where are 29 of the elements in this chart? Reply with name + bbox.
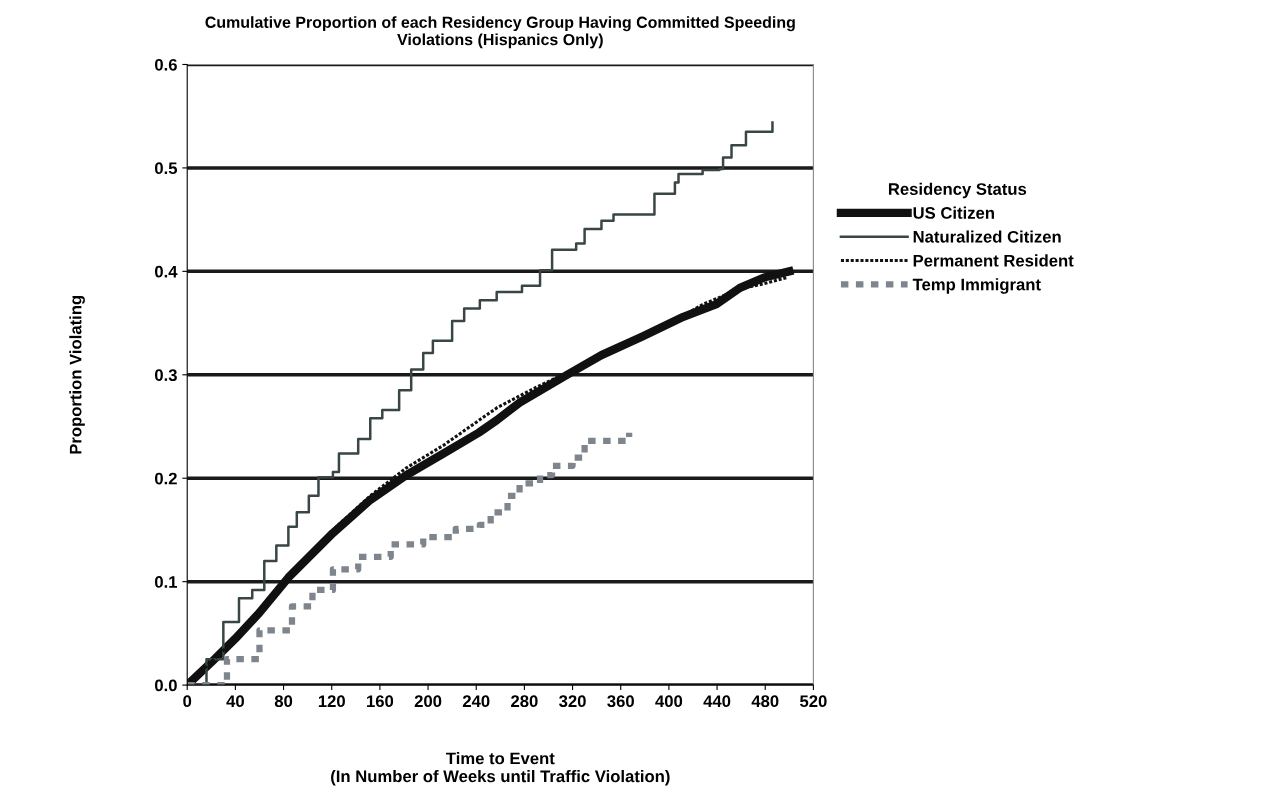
- y-tick-label: 0.4: [154, 265, 178, 278]
- x-tick-label: 400: [655, 695, 683, 708]
- x-tick-label: 360: [607, 695, 634, 708]
- x-tick-label: 280: [511, 695, 538, 708]
- x-tick-label: 40: [226, 695, 244, 708]
- y-tick-label: 0.5: [154, 162, 178, 175]
- y-tick-label: 0.1: [154, 576, 178, 588]
- x-tick-label: 200: [414, 695, 442, 708]
- x-tick-label: 80: [274, 695, 293, 708]
- legend-label: Naturalized Citizen: [913, 230, 1061, 243]
- x-tick-label: 120: [318, 695, 345, 708]
- y-tick-label: 0.6: [154, 58, 177, 71]
- x-tick-label: 520: [800, 695, 827, 708]
- x-tick-label: 0: [183, 695, 192, 708]
- legend-title: Residency Status: [888, 182, 1027, 199]
- x-tick-label: 480: [751, 695, 779, 708]
- x-tick-label: 160: [367, 695, 394, 708]
- y-tick-label: 0.3: [154, 369, 177, 382]
- y-axis-title: Proportion Violating: [69, 295, 85, 454]
- x-tick-label: 440: [703, 695, 731, 708]
- y-tick-label: 0.0: [154, 679, 177, 692]
- x-axis-title: Time to Event (In Number of Weeks until Traffic Violation): [331, 752, 670, 786]
- y-tick-label: 0.2: [154, 472, 177, 485]
- x-tick-label: 320: [559, 695, 586, 708]
- legend-label: Permanent Resident: [913, 254, 1074, 267]
- x-tick-label: 240: [462, 695, 490, 708]
- legend-label: US Citizen: [913, 206, 994, 219]
- legend-label: Temp Immigrant: [912, 278, 1041, 294]
- chart-title: Cumulative Proportion of each Residency Group Having Committed Speeding Violations (Hispanics Only): [205, 16, 795, 49]
